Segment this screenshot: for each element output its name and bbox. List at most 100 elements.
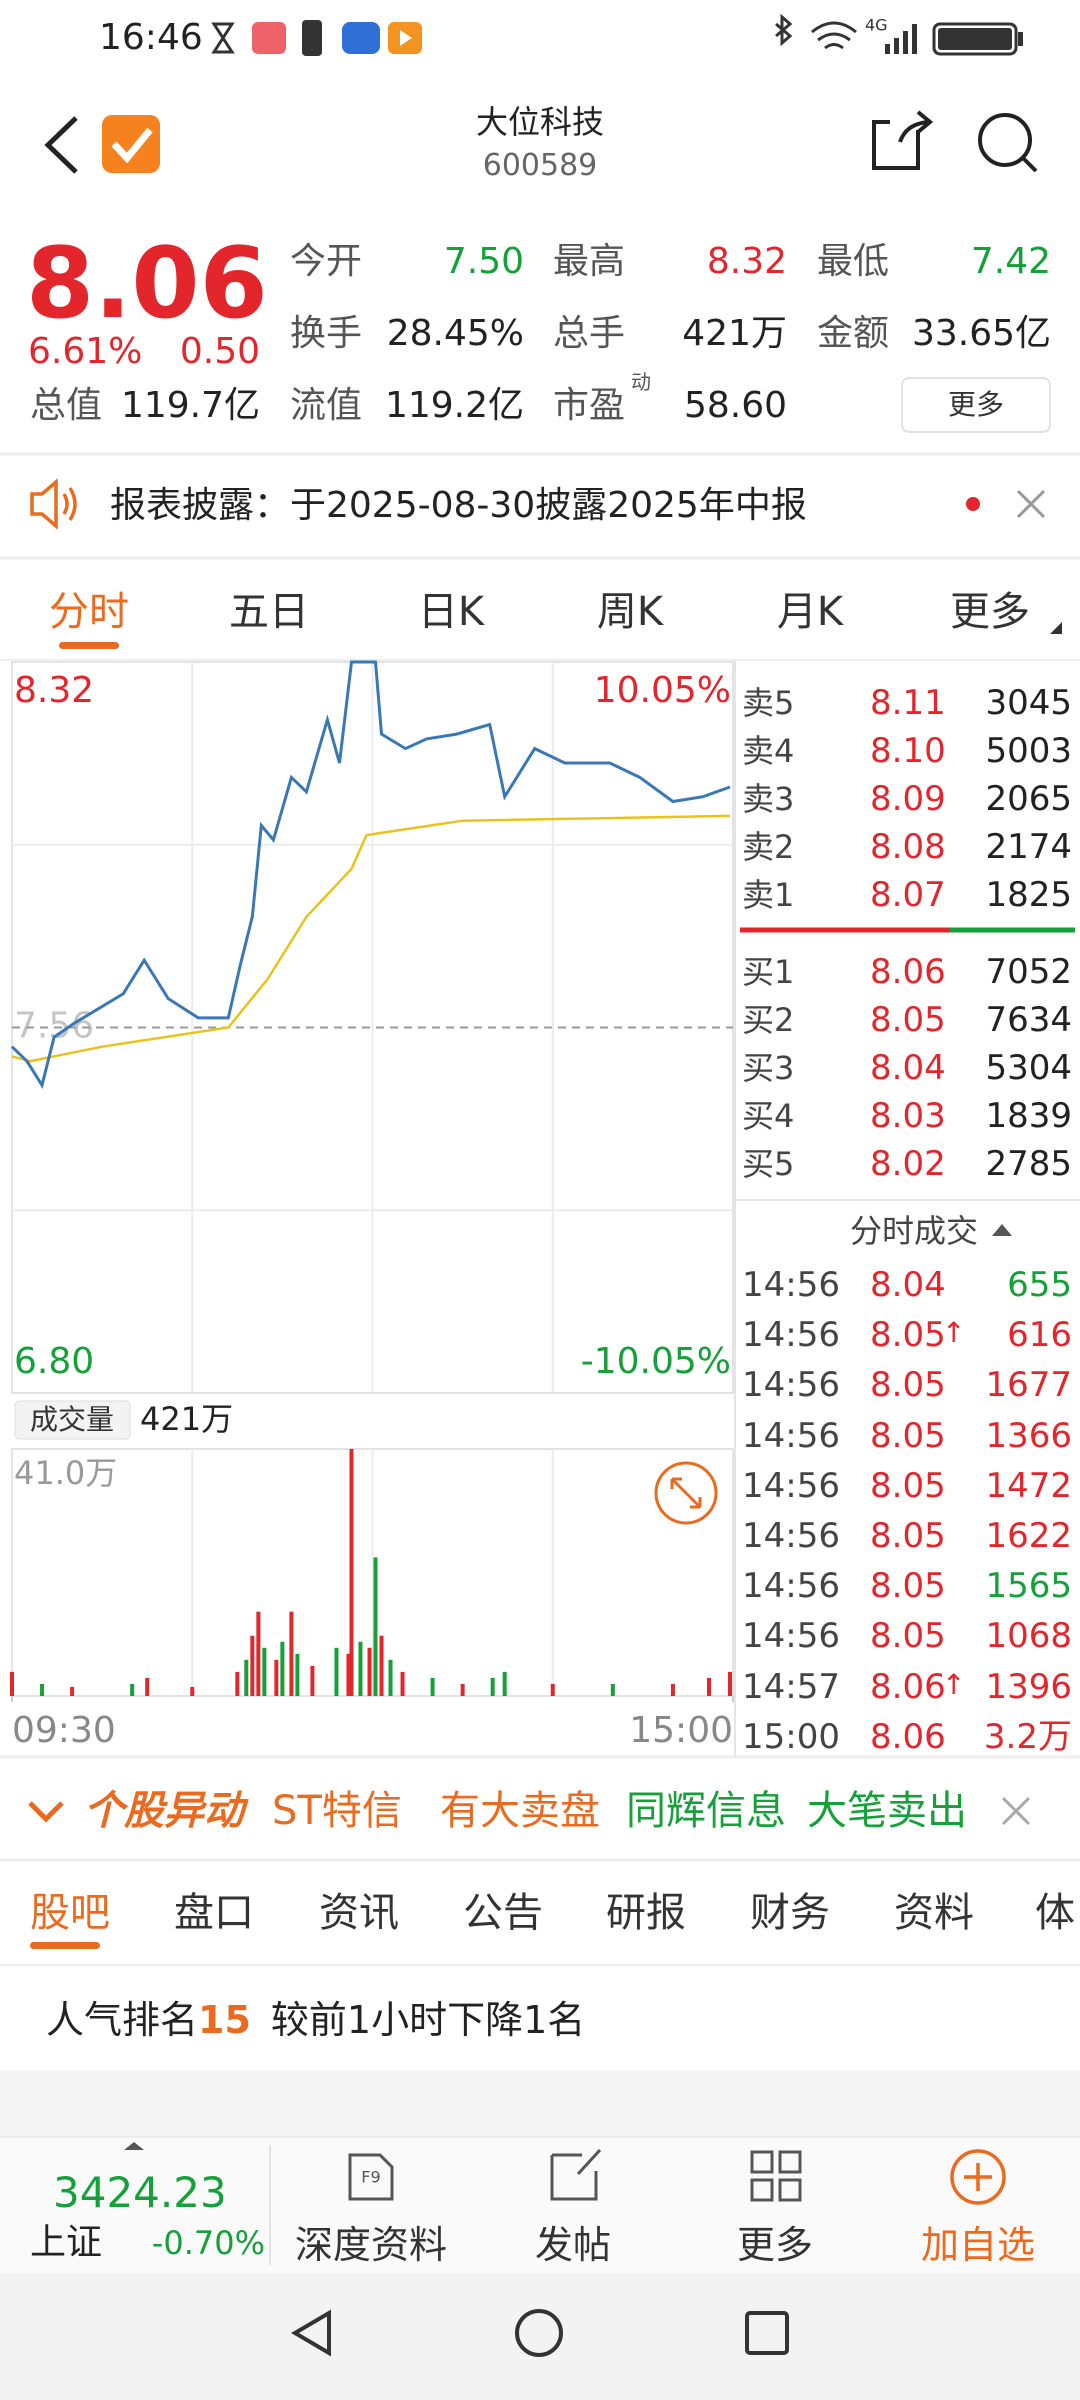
- ask-price: 8.11: [870, 683, 946, 723]
- stock-name: 大位科技: [475, 103, 605, 141]
- svg-text:F9: F9: [361, 2168, 380, 2187]
- notice-text[interactable]: 报表披露：于2025-08-30披露2025年中报: [110, 485, 807, 526]
- spacer: [0, 2070, 1080, 2136]
- volume-bar: [10, 1671, 14, 1696]
- trade-price: 8.06: [870, 1716, 946, 1757]
- volume-bar: [349, 1449, 354, 1696]
- volume-bar: [727, 1671, 732, 1696]
- trades-title: 分时成交: [849, 1212, 978, 1250]
- trade-volume: 1366: [985, 1415, 1072, 1456]
- volume-bar: [346, 1653, 351, 1696]
- chart-tab[interactable]: 更多: [950, 589, 1030, 635]
- trade-volume: 3.2万: [983, 1716, 1072, 1757]
- change-pct: 6.61%: [28, 331, 143, 372]
- section-tab[interactable]: 公告: [463, 1890, 543, 1936]
- trade-time: 14:56: [742, 1465, 840, 1506]
- volume-bar: [289, 1611, 294, 1696]
- ask-price: 8.07: [870, 875, 946, 915]
- alert-item[interactable]: 大笔卖出: [807, 1788, 967, 1834]
- stat-value: 7.50: [443, 241, 524, 282]
- status-time: 16:46: [99, 17, 203, 58]
- trade-volume: 1472: [985, 1465, 1072, 1506]
- trade-time: 14:56: [742, 1516, 840, 1556]
- volume-bar: [280, 1641, 285, 1696]
- stat-value: 8.32: [706, 241, 787, 282]
- section-tab[interactable]: 体: [1035, 1890, 1075, 1936]
- index-value: 3424.23: [53, 2168, 227, 2217]
- bid-price: 8.05: [870, 1000, 946, 1040]
- trade-volume: 1068: [985, 1616, 1072, 1657]
- volume-bar: [373, 1557, 378, 1696]
- chart-tab-underline: [59, 642, 119, 649]
- volume-bar: [388, 1659, 393, 1696]
- trade-price: 8.05: [870, 1616, 946, 1657]
- trade-time: 14:56: [742, 1365, 840, 1406]
- section-tab[interactable]: 资讯: [319, 1890, 399, 1936]
- alert-item[interactable]: ST特信: [272, 1788, 402, 1834]
- close-notice[interactable]: [1016, 489, 1046, 519]
- volume-bar: [358, 1641, 363, 1696]
- ask-price: 8.08: [870, 827, 946, 867]
- ask-volume: 3045: [985, 683, 1072, 723]
- close-alert[interactable]: [1001, 1796, 1031, 1826]
- stat-value: 119.7亿: [120, 385, 260, 426]
- volume-bar: [610, 1683, 615, 1696]
- volume-bar: [400, 1671, 405, 1696]
- alert-item[interactable]: 同辉信息: [626, 1788, 786, 1834]
- trade-volume: 1622: [985, 1516, 1072, 1556]
- trade-volume: 1396: [985, 1666, 1072, 1707]
- bid-volume: 7634: [985, 1000, 1072, 1040]
- volume-bar: [310, 1665, 315, 1696]
- chart-tab[interactable]: 周K: [596, 589, 664, 635]
- chart-tab[interactable]: 月K: [776, 589, 844, 635]
- price-line: [10, 660, 731, 1089]
- stat-label: 金额: [817, 313, 890, 354]
- ask-label: 卖2: [742, 828, 795, 866]
- back-icon[interactable]: [44, 116, 78, 174]
- ask-price: 8.09: [870, 779, 946, 819]
- expand-icon[interactable]: [654, 1461, 718, 1525]
- bid-label: 买3: [742, 1049, 795, 1087]
- stat-value: 7.42: [970, 241, 1051, 282]
- more-button[interactable]: 更多: [901, 377, 1051, 433]
- volume-bar: [262, 1647, 267, 1696]
- section-tab[interactable]: 研报: [606, 1890, 686, 1936]
- section-tab[interactable]: 盘口: [174, 1890, 254, 1936]
- stat-label: 市盈: [553, 385, 626, 426]
- section-tab[interactable]: 资料: [894, 1890, 974, 1936]
- change: 0.50: [179, 331, 260, 372]
- ask-label: 卖1: [742, 876, 795, 914]
- y2-tick-label: -10.05%: [581, 1341, 731, 1382]
- trade-price: 8.04: [870, 1265, 946, 1305]
- popularity-rank: 15: [198, 1998, 251, 2042]
- action-button[interactable]: 发帖: [534, 2223, 612, 2267]
- bid-price: 8.06: [870, 952, 946, 992]
- network-type: 4G: [865, 16, 888, 35]
- volume-tick-label: 41.0万: [14, 1454, 117, 1492]
- action-button[interactable]: 深度资料: [294, 2223, 448, 2267]
- chart-tab[interactable]: 分时: [49, 589, 129, 635]
- ask-label: 卖5: [742, 684, 795, 722]
- y-tick-label: 6.80: [14, 1341, 94, 1382]
- stat-label: 最低: [817, 241, 890, 282]
- alert-item[interactable]: 有大卖盘: [440, 1788, 600, 1834]
- action-button[interactable]: 加自选: [920, 2223, 1036, 2267]
- chart-tab[interactable]: 五日: [229, 589, 309, 635]
- action-button[interactable]: 更多: [736, 2223, 814, 2267]
- stat-value: 421万: [682, 313, 787, 354]
- volume-bar: [550, 1683, 555, 1696]
- section-tab[interactable]: 股吧: [30, 1890, 110, 1936]
- volume-bar: [190, 1686, 195, 1696]
- speaker-icon: [30, 478, 77, 530]
- section-tab[interactable]: 财务: [750, 1890, 830, 1936]
- x-tick-label: 09:30: [12, 1710, 116, 1751]
- share-icon[interactable]: [872, 110, 934, 170]
- stat-label: 总手: [553, 313, 626, 354]
- trade-price: 8.05: [870, 1365, 946, 1406]
- stock-code: 600589: [482, 148, 598, 183]
- search-icon[interactable]: [978, 113, 1038, 173]
- chart-tab[interactable]: 日K: [417, 589, 485, 635]
- popularity: 人气排名 15 较前1小时下降1名: [46, 2001, 585, 2039]
